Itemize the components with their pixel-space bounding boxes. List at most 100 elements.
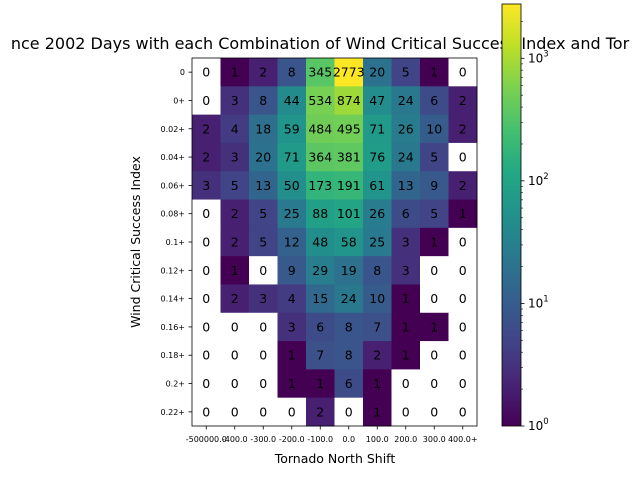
cell-value-label: 7 bbox=[316, 348, 324, 363]
heatmap-cell bbox=[391, 369, 421, 399]
cell-value-label: 0 bbox=[430, 404, 438, 419]
heatmap-cell bbox=[420, 312, 449, 342]
heatmap-cell bbox=[249, 142, 278, 172]
heatmap-cell bbox=[249, 256, 278, 285]
y-tick-label: 0 bbox=[180, 68, 185, 77]
y-axis-label: Wind Critical Success Index bbox=[128, 156, 143, 328]
cell-value-label: 71 bbox=[369, 121, 385, 136]
heatmap-cell bbox=[420, 171, 449, 200]
y-tick-label: 0.06+ bbox=[160, 181, 185, 190]
cell-value-label: 191 bbox=[337, 178, 361, 193]
heatmap-cell bbox=[192, 256, 221, 285]
heatmap-cell bbox=[192, 171, 221, 200]
cell-value-label: 0 bbox=[459, 65, 467, 80]
cell-value-label: 6 bbox=[430, 93, 438, 108]
heatmap-cell bbox=[334, 312, 364, 342]
heatmap-cell bbox=[277, 284, 307, 314]
heatmap-cell bbox=[306, 86, 335, 116]
heatmap-cell bbox=[420, 284, 449, 314]
y-tick-label: 0.22+ bbox=[160, 408, 185, 417]
cell-value-label: 345 bbox=[308, 65, 332, 80]
y-tick-label: 0.2+ bbox=[166, 380, 185, 389]
heatmap-cell bbox=[420, 397, 449, 427]
heatmap-cell bbox=[249, 58, 278, 87]
cell-value-label: 2773 bbox=[333, 65, 365, 80]
cell-value-label: 0 bbox=[402, 376, 410, 391]
x-tick-label: -400.0 bbox=[222, 435, 248, 444]
cell-value-label: 2 bbox=[259, 65, 267, 80]
cell-value-label: 0 bbox=[430, 291, 438, 306]
cell-value-label: 0 bbox=[288, 404, 296, 419]
cell-value-label: 0 bbox=[459, 235, 467, 250]
heatmap-cell bbox=[249, 341, 278, 370]
cell-value-label: 2 bbox=[316, 404, 324, 419]
heatmap-cell bbox=[277, 58, 307, 87]
heatmap-cell bbox=[277, 114, 307, 144]
heatmap-cell bbox=[249, 284, 278, 314]
cell-value-label: 0 bbox=[459, 348, 467, 363]
cell-value-label: 0 bbox=[259, 404, 267, 419]
heatmap-cell bbox=[334, 142, 364, 172]
heatmap-cell bbox=[420, 227, 449, 257]
y-axis-ticks: 0 0+ 0.02+ 0.04+ 0.06+ 0.08+ 0.1+ 0.12+ 0.14+ 0.1… bbox=[160, 68, 192, 417]
heatmap-cell bbox=[363, 142, 392, 172]
cell-value-label: 534 bbox=[308, 93, 332, 108]
heatmap-cell bbox=[420, 256, 449, 285]
heatmap-cell bbox=[448, 142, 478, 172]
cell-value-label: 9 bbox=[288, 263, 296, 278]
cell-value-label: 3 bbox=[288, 319, 296, 334]
cell-value-label: 50 bbox=[284, 178, 300, 193]
cell-value-label: 484 bbox=[308, 121, 332, 136]
heatmap-cell bbox=[306, 58, 335, 87]
cell-value-label: 5 bbox=[259, 235, 267, 250]
cell-value-label: 7 bbox=[373, 319, 381, 334]
cell-value-label: 3 bbox=[402, 235, 410, 250]
cell-value-label: 3 bbox=[402, 263, 410, 278]
heatmap-cell bbox=[363, 256, 392, 285]
cell-value-label: 25 bbox=[369, 235, 385, 250]
cell-value-label: 3 bbox=[231, 150, 239, 165]
cell-value-label: 874 bbox=[337, 93, 361, 108]
cell-value-label: 495 bbox=[337, 121, 361, 136]
cell-value-label: 24 bbox=[341, 291, 357, 306]
cell-value-label: 19 bbox=[341, 263, 357, 278]
cell-value-label: 0 bbox=[259, 348, 267, 363]
heatmap-cell bbox=[448, 397, 478, 427]
heatmap-cell bbox=[420, 369, 449, 399]
cell-value-label: 2 bbox=[202, 121, 210, 136]
heatmap-cell bbox=[448, 86, 478, 116]
heatmap-cell bbox=[391, 142, 421, 172]
cell-value-label: 26 bbox=[398, 121, 414, 136]
cell-value-label: 2 bbox=[231, 291, 239, 306]
heatmap-cell bbox=[220, 312, 250, 342]
heatmap-cell bbox=[391, 114, 421, 144]
cell-value-label: 0 bbox=[202, 93, 210, 108]
cell-value-label: 1 bbox=[316, 376, 324, 391]
cell-value-label: 0 bbox=[202, 263, 210, 278]
y-tick-label: 0.18+ bbox=[160, 351, 185, 360]
cell-value-label: 0 bbox=[202, 291, 210, 306]
cell-value-label: 1 bbox=[288, 348, 296, 363]
cell-value-label: 5 bbox=[231, 178, 239, 193]
heatmap-cell bbox=[277, 86, 307, 116]
y-tick-label: 0.02+ bbox=[160, 125, 185, 134]
cell-value-label: 3 bbox=[259, 291, 267, 306]
heatmap-cell bbox=[192, 341, 221, 370]
cell-value-label: 4 bbox=[288, 291, 296, 306]
heatmap-cell bbox=[249, 86, 278, 116]
cell-value-label: 2 bbox=[373, 348, 381, 363]
cell-value-label: 0 bbox=[402, 404, 410, 419]
x-tick-label: -300.0 bbox=[250, 435, 276, 444]
heatmap-cell bbox=[306, 341, 335, 370]
heatmap-cell bbox=[249, 397, 278, 427]
cell-value-label: 4 bbox=[231, 121, 239, 136]
heatmap-cells bbox=[192, 58, 478, 427]
heatmap-cell bbox=[420, 58, 449, 87]
y-tick-label: 0.14+ bbox=[160, 295, 185, 304]
heatmap-cell bbox=[334, 86, 364, 116]
cell-value-label: 6 bbox=[316, 319, 324, 334]
cell-value-label: 6 bbox=[345, 376, 353, 391]
heatmap-cell bbox=[306, 397, 335, 427]
heatmap-cell bbox=[334, 114, 364, 144]
colorbar-tick-label: 101 bbox=[528, 294, 549, 310]
